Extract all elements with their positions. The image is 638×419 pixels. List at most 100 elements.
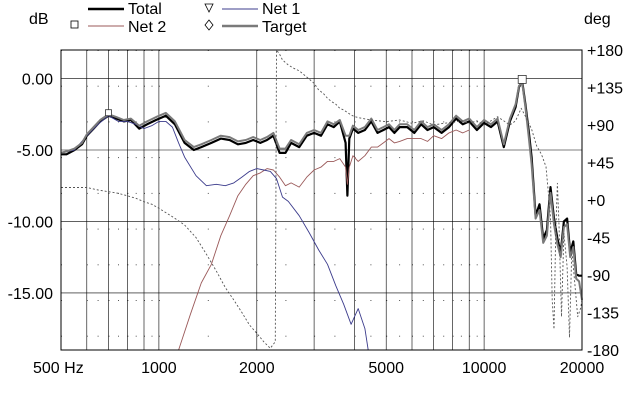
x-tick-label: 500 Hz [33,360,84,377]
minor-grid-dot [452,85,454,87]
minor-grid-dot [469,228,471,230]
minor-grid-dot [443,157,445,159]
minor-grid-dot [144,157,145,159]
minor-grid-dot [484,85,486,87]
minor-grid-dot [207,121,209,123]
minor-grid-dot [135,264,137,266]
minor-grid-dot [151,157,153,159]
minor-grid-dot [476,85,478,87]
minor-grid-dot [399,228,401,230]
minor-grid-dot [460,85,462,87]
minor-grid-dot [334,85,336,87]
minor-grid-dot [285,85,287,87]
minor-grid-dot [144,264,145,266]
minor-grid-dot [334,300,336,301]
minor-grid-dot [386,157,388,159]
minor-grid-dot [460,192,462,194]
y2-tick-label: -90 [587,268,610,285]
minor-grid-dot [422,300,424,301]
minor-grid-dot [484,157,486,159]
minor-grid-dot [433,335,435,337]
minor-grid-dot [144,335,145,337]
minor-grid-dot [135,228,137,230]
minor-grid-dot [452,157,454,159]
minor-grid-dot [386,85,388,87]
minor-grid-dot [256,335,258,337]
minor-grid-dot [469,335,471,337]
minor-grid-dot [469,157,471,159]
minor-grid-dot [256,264,258,266]
minor-grid-dot [256,85,258,87]
minor-grid-dot [97,228,99,230]
minor-grid-dot [433,85,435,87]
minor-grid-dot [370,192,372,194]
minor-grid-dot [86,121,88,123]
minor-grid-dot [144,192,145,194]
legend-total-label: Total [128,1,162,18]
minor-grid-dot [256,157,258,159]
minor-grid-dot [118,85,119,87]
minor-grid-dot [127,264,129,266]
minor-grid-dot [135,157,137,159]
minor-grid-dot [135,300,137,301]
minor-grid-dot [399,300,401,301]
minor-grid-dot [334,192,336,194]
minor-grid-dot [314,335,316,337]
minor-grid-dot [86,228,88,230]
minor-grid-dot [370,228,372,230]
legend-net2-label: Net 2 [128,19,166,36]
minor-grid-dot [354,121,356,123]
y-tick-label: 0.00 [22,72,53,89]
minor-grid-dot [476,264,478,266]
minor-grid-dot [144,85,145,87]
minor-grid-dot [412,300,413,301]
minor-grid-dot [158,192,160,194]
minor-grid-dot [433,264,435,266]
minor-grid-dot [151,228,153,230]
minor-grid-dot [399,157,401,159]
minor-grid-dot [135,192,137,194]
minor-grid-dot [86,192,88,194]
minor-grid-dot [354,85,356,87]
minor-grid-dot [422,264,424,266]
minor-grid-dot [108,121,110,123]
y2-tick-label: -180 [587,343,619,360]
minor-grid-dot [151,300,153,301]
minor-grid-dot [476,157,478,159]
y-tick-label: -15.00 [8,286,53,303]
legend: Total Net 2 Net 1 Target [70,1,307,36]
minor-grid-dot [86,300,88,301]
minor-grid-dot [314,157,316,159]
minor-grid-dot [97,192,99,194]
y2-tick-label: +45 [587,156,614,173]
minor-grid-dot [285,121,287,123]
minor-grid-dot [433,228,435,230]
minor-grid-dot [334,335,336,337]
minor-grid-dot [151,192,153,194]
peak-marker-square-low [105,109,112,117]
minor-grid-dot [460,157,462,159]
minor-grid-dot [354,264,356,266]
minor-grid-dot [354,300,356,301]
minor-grid-dot [285,300,287,301]
minor-grid-dot [452,300,454,301]
minor-grid-dot [127,157,129,159]
y-tick-label: -10.00 [8,214,53,231]
minor-grid-dot [207,85,209,87]
minor-grid-dot [452,192,454,194]
y2-tick-label: -135 [587,306,619,323]
minor-grid-dot [476,300,478,301]
minor-grid-dot [433,300,435,301]
minor-grid-dot [127,228,129,230]
minor-grid-dot [469,85,471,87]
minor-grid-dot [314,192,316,194]
minor-grid-dot [399,192,401,194]
minor-grid-dot [207,264,209,266]
minor-grid-dot [118,228,119,230]
minor-grid-dot [412,264,413,266]
minor-grid-dot [370,335,372,337]
minor-grid-dot [256,300,258,301]
y-tick-label: -5.00 [17,143,54,160]
minor-grid-dot [314,121,316,123]
minor-grid-dot [256,228,258,230]
